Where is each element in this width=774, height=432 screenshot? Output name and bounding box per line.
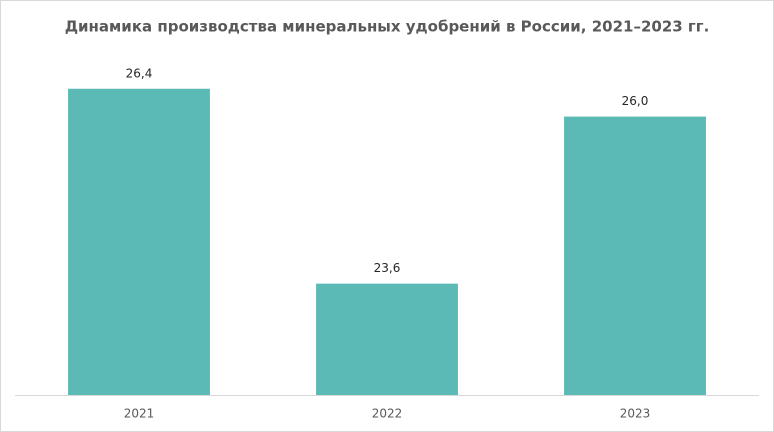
x-tick-label: 2022 — [372, 407, 403, 421]
bar — [316, 283, 458, 395]
bar — [68, 88, 210, 395]
value-label: 26,4 — [126, 66, 153, 80]
value-label: 23,6 — [374, 261, 401, 275]
value-label: 26,0 — [622, 94, 649, 108]
x-tick-label: 2021 — [124, 407, 155, 421]
bar — [564, 116, 706, 395]
chart-title: Динамика производства минеральных удобре… — [65, 18, 710, 36]
x-tick-label: 2023 — [620, 407, 651, 421]
